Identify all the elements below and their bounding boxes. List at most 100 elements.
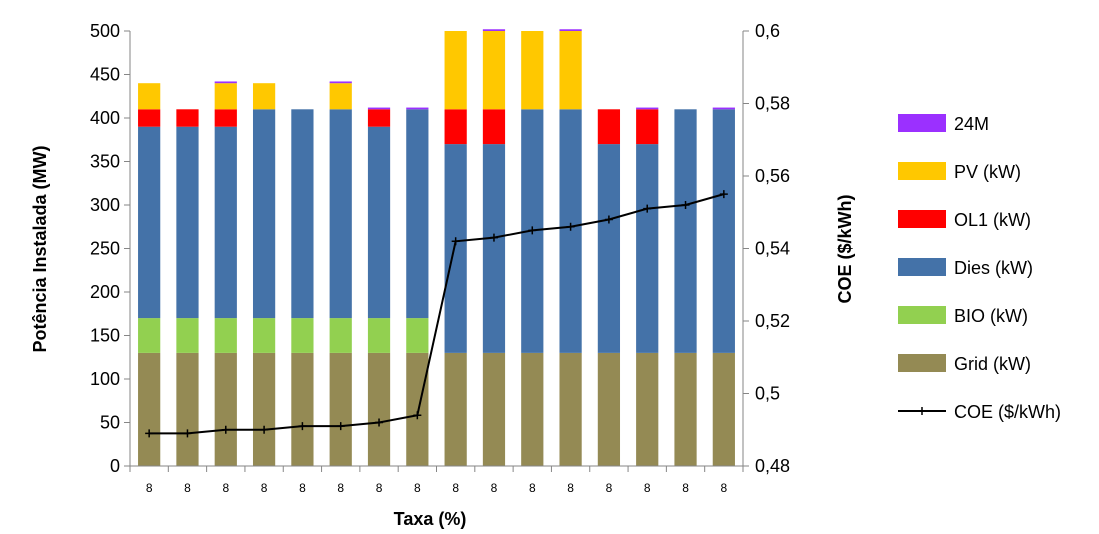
bar-segment: [559, 352, 582, 466]
bar-segment: [329, 81, 352, 84]
legend-label: 24M: [954, 114, 989, 134]
bar-segment: [367, 109, 391, 127]
coe-point: [681, 201, 690, 209]
legend-swatch: [898, 162, 946, 180]
y2-tick-label: 0,56: [755, 166, 790, 186]
bar-segment: [636, 352, 659, 466]
x-tick-label: 8: [184, 481, 191, 495]
bar-segment: [138, 83, 161, 110]
x-tick-label: 8: [606, 481, 613, 495]
bar-segment: [252, 83, 276, 110]
coe-point: [489, 233, 498, 242]
legend-label: OL1 (kW): [954, 210, 1031, 230]
bar-segment: [482, 109, 506, 145]
bar-segment: [214, 83, 237, 110]
bar-segment: [252, 352, 276, 466]
bar-segment: [291, 109, 314, 319]
bar-segment: [252, 318, 276, 353]
bar-segment: [712, 352, 735, 466]
x-tick-label: 8: [567, 481, 574, 495]
bar-segment: [482, 29, 506, 31]
bar-segment: [636, 107, 659, 110]
bar-segment: [559, 109, 582, 353]
x-tick-label: 8: [146, 481, 153, 495]
bar-segment: [636, 109, 659, 145]
bar-segment: [444, 144, 467, 353]
bar-segment: [597, 144, 621, 353]
bar-segment: [329, 109, 352, 319]
legend-label: Dies (kW): [954, 258, 1033, 278]
y2-tick-label: 0,58: [755, 94, 790, 114]
legend-swatch: [898, 354, 946, 372]
bar-segment: [176, 318, 199, 353]
y2-axis-title: COE ($/kWh): [835, 194, 855, 303]
legend-swatch: [898, 210, 946, 228]
legend-label: BIO (kW): [954, 306, 1028, 326]
y2-tick-label: 0,52: [755, 311, 790, 331]
x-tick-label: 8: [299, 481, 306, 495]
coe-point: [451, 237, 460, 246]
y-tick-label: 100: [90, 369, 120, 389]
bar-segment: [406, 109, 429, 319]
bar-segment: [291, 318, 314, 353]
bar-segment: [597, 109, 621, 145]
x-tick-label: 8: [491, 481, 498, 495]
bar-segment: [176, 352, 199, 466]
y-tick-label: 500: [90, 21, 120, 41]
y-tick-label: 50: [100, 413, 120, 433]
coe-point: [375, 418, 384, 427]
bar-segment: [674, 352, 697, 466]
y2-tick-label: 0,6: [755, 21, 780, 41]
bar-segment: [674, 109, 697, 353]
y-tick-label: 400: [90, 108, 120, 128]
bar-segment: [521, 352, 544, 466]
bar-segment: [329, 352, 352, 466]
coe-point: [528, 226, 537, 235]
x-tick-label: 8: [644, 481, 651, 495]
bar-segment: [482, 144, 506, 353]
bar-segment: [559, 31, 582, 110]
coe-point: [260, 425, 269, 434]
y-tick-label: 350: [90, 152, 120, 172]
legend-swatch: [898, 258, 946, 276]
y-tick-label: 200: [90, 282, 120, 302]
bar-segment: [636, 144, 659, 353]
bar-segment: [482, 31, 506, 110]
bar-segment: [597, 352, 621, 466]
bar-segment: [138, 109, 161, 127]
coe-point: [336, 422, 345, 431]
bars-layer: [138, 29, 735, 466]
x-tick-label: 8: [529, 481, 536, 495]
y-tick-label: 0: [110, 456, 120, 476]
bar-segment: [444, 109, 467, 145]
coe-line-layer: [145, 190, 728, 438]
x-axis-title: Taxa (%): [394, 509, 467, 529]
y-axis-title: Potência Instalada (MW): [30, 145, 50, 352]
y2-tick-label: 0,48: [755, 456, 790, 476]
bar-segment: [367, 318, 391, 353]
bar-segment: [138, 352, 161, 466]
bar-segment: [406, 107, 429, 110]
bar-segment: [367, 126, 391, 319]
y2-tick-label: 0,54: [755, 239, 790, 259]
legend-swatch: [898, 306, 946, 324]
legend: 24M PV (kW) OL1 (kW) Dies (kW) BIO (kW) Grid …: [898, 114, 1061, 422]
bar-segment: [482, 352, 506, 466]
bar-segment: [329, 83, 352, 110]
bar-segment: [406, 318, 429, 353]
bar-segment: [712, 109, 735, 353]
bar-segment: [214, 318, 237, 353]
bar-segment: [214, 81, 237, 84]
bar-segment: [712, 107, 735, 110]
coe-point: [604, 215, 613, 224]
legend-label: PV (kW): [954, 162, 1021, 182]
bar-segment: [214, 126, 237, 319]
ticks-layer: 0 50 100 150 200 250 300 350 400 450 500 0,48 0,5 0,5…: [90, 21, 790, 495]
coe-point: [643, 204, 652, 213]
legend-label: Grid (kW): [954, 354, 1031, 374]
y-tick-label: 450: [90, 65, 120, 85]
bar-segment: [559, 29, 582, 31]
bar-segment: [367, 107, 391, 110]
x-tick-label: 8: [414, 481, 421, 495]
bar-segment: [444, 31, 467, 110]
